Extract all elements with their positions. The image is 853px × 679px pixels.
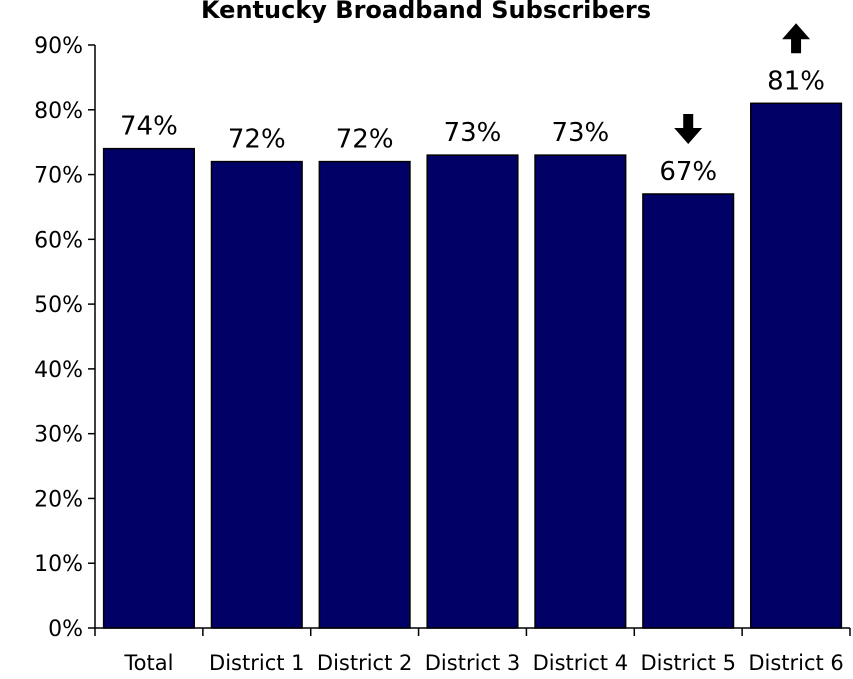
x-axis: Total District 1 District 2 District 3 Distr… bbox=[94, 627, 851, 675]
bar-district-6 bbox=[750, 102, 843, 629]
y-tick-label: 80% bbox=[34, 99, 83, 124]
y-tick-label: 50% bbox=[34, 293, 83, 318]
x-tick-label: District 3 bbox=[425, 651, 520, 675]
y-tick-label: 40% bbox=[34, 358, 83, 383]
up-arrow-icon bbox=[782, 23, 811, 54]
bar-total bbox=[102, 147, 195, 629]
bar-district-3 bbox=[426, 154, 519, 629]
y-tick-label: 60% bbox=[34, 228, 83, 253]
chart-title: Kentucky Broadband Subscribers bbox=[201, 0, 651, 24]
data-label: 73% bbox=[551, 118, 609, 148]
data-label: 72% bbox=[228, 125, 286, 155]
bar-district-1 bbox=[210, 160, 303, 629]
y-tick-label: 20% bbox=[34, 487, 83, 512]
data-labels: 74% 72% 72% 73% 73% 67% 81% bbox=[120, 66, 825, 187]
data-label: 72% bbox=[336, 125, 394, 155]
data-label: 67% bbox=[659, 157, 717, 187]
x-tick-label: Total bbox=[123, 651, 173, 675]
data-label: 73% bbox=[444, 118, 502, 148]
data-label: 74% bbox=[120, 112, 178, 142]
bars bbox=[102, 102, 843, 629]
data-label: 81% bbox=[767, 66, 825, 96]
y-tick-label: 10% bbox=[34, 552, 83, 577]
x-tick-label: District 1 bbox=[209, 651, 304, 675]
bar-district-5 bbox=[642, 193, 735, 629]
y-tick-label: 0% bbox=[48, 617, 83, 642]
bar-district-2 bbox=[318, 160, 411, 629]
y-tick-label: 70% bbox=[34, 164, 83, 189]
y-axis: 0% 10% 20% 30% 40% 50% 60% 70% 80% 90% bbox=[34, 34, 96, 642]
x-tick-label: District 6 bbox=[748, 651, 843, 675]
bar-district-4 bbox=[534, 154, 627, 629]
down-arrow-icon bbox=[674, 113, 703, 144]
x-tick-label: District 4 bbox=[533, 651, 628, 675]
x-tick-label: District 2 bbox=[317, 651, 412, 675]
x-tick-label: District 5 bbox=[640, 651, 735, 675]
y-tick-label: 30% bbox=[34, 423, 83, 448]
y-tick-label: 90% bbox=[34, 34, 83, 59]
trend-markers bbox=[674, 23, 811, 144]
